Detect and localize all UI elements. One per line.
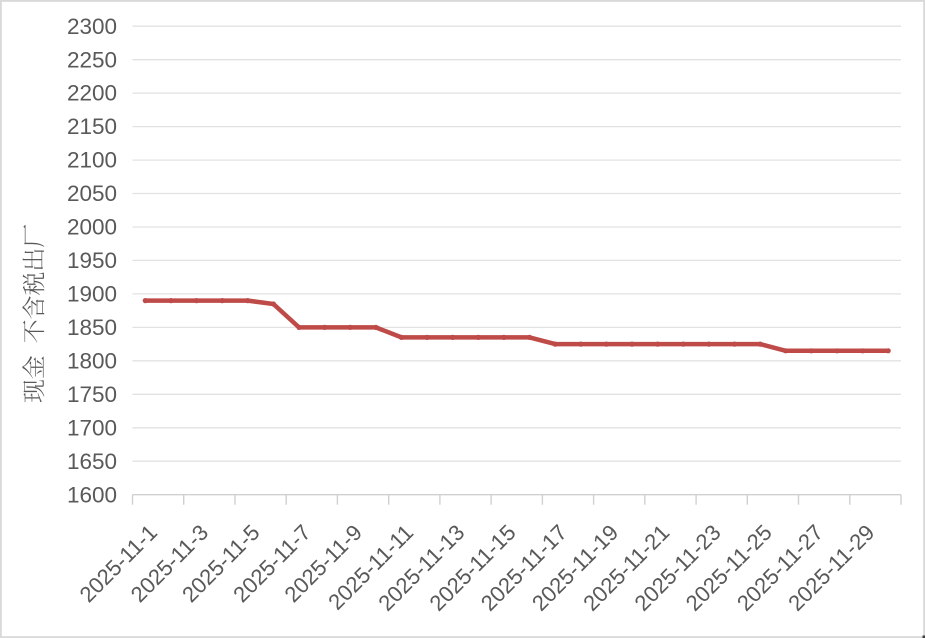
- svg-text:1850: 1850: [67, 315, 117, 340]
- svg-text:1650: 1650: [67, 449, 117, 474]
- svg-text:2300: 2300: [67, 14, 117, 39]
- svg-text:2150: 2150: [67, 114, 117, 139]
- svg-text:1950: 1950: [67, 248, 117, 273]
- svg-text:2050: 2050: [67, 181, 117, 206]
- svg-text:1900: 1900: [67, 282, 117, 307]
- svg-text:1800: 1800: [67, 348, 117, 373]
- svg-text:2000: 2000: [67, 215, 117, 240]
- svg-text:2200: 2200: [67, 81, 117, 106]
- svg-text:2250: 2250: [67, 47, 117, 72]
- svg-text:1750: 1750: [67, 382, 117, 407]
- svg-text:1600: 1600: [67, 482, 117, 507]
- svg-text:2100: 2100: [67, 148, 117, 173]
- svg-text:1700: 1700: [67, 415, 117, 440]
